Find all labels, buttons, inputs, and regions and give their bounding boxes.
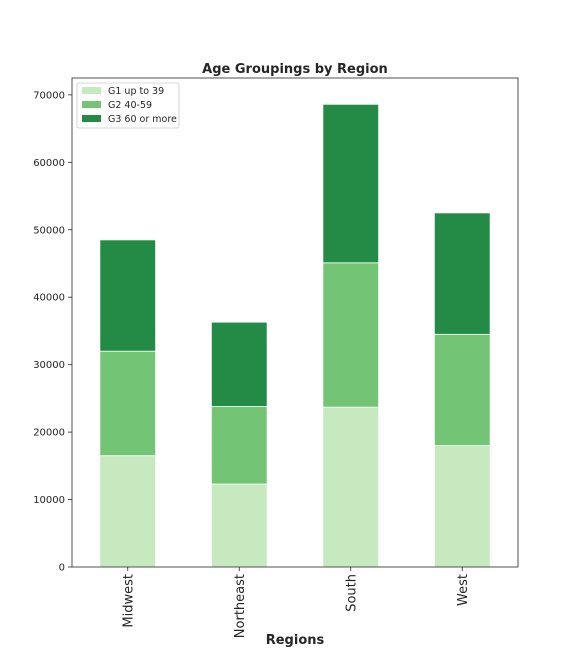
y-tick-label: 60000: [33, 158, 65, 169]
x-axis-label: Regions: [266, 633, 325, 648]
bar-midwest-g2: [99, 350, 157, 457]
bar-west-g1: [433, 445, 491, 568]
y-tick-label: 50000: [33, 225, 65, 236]
plot-frame: [71, 77, 519, 568]
x-axis: Midwest Northeast South West: [121, 567, 471, 638]
legend-swatch-g2: [82, 101, 101, 108]
y-tick-label: 20000: [33, 428, 65, 439]
legend: G1 up to 39 G2 40-59 G3 60 or more: [76, 82, 180, 129]
legend-label-g2: G2 40-59: [108, 100, 152, 111]
bar-midwest-g1: [99, 455, 157, 568]
x-tick-label-midwest: Midwest: [121, 574, 136, 628]
y-tick-label: 40000: [33, 293, 65, 304]
bar-south-g3: [322, 103, 380, 264]
legend-label-g3: G3 60 or more: [108, 114, 177, 125]
legend-swatch-g1: [82, 87, 101, 94]
bar-south-g2: [322, 262, 380, 408]
bar-midwest-g3: [99, 239, 157, 352]
y-tick-label: 70000: [33, 90, 65, 101]
bar-west-g2: [433, 333, 491, 446]
bars-group: [99, 103, 491, 568]
chart-title: Age Groupings by Region: [202, 62, 388, 77]
y-axis: 0 10000 20000 30000 40000 50000 60000 70000: [33, 90, 72, 574]
x-tick-label-west: West: [456, 574, 471, 606]
y-tick-label: 30000: [33, 360, 65, 371]
y-tick-label: 0: [59, 563, 65, 574]
bar-west-g3: [433, 212, 491, 335]
bar-northeast-g2: [210, 406, 268, 485]
x-tick-label-northeast: Northeast: [233, 574, 248, 638]
bar-northeast-g3: [210, 321, 268, 407]
bar-south-g1: [322, 406, 380, 568]
legend-label-g1: G1 up to 39: [108, 86, 164, 97]
y-tick-label: 10000: [33, 495, 65, 506]
legend-swatch-g3: [82, 115, 101, 122]
x-tick-label-south: South: [344, 574, 359, 612]
legend-box: [76, 82, 180, 129]
bar-northeast-g1: [210, 483, 268, 568]
